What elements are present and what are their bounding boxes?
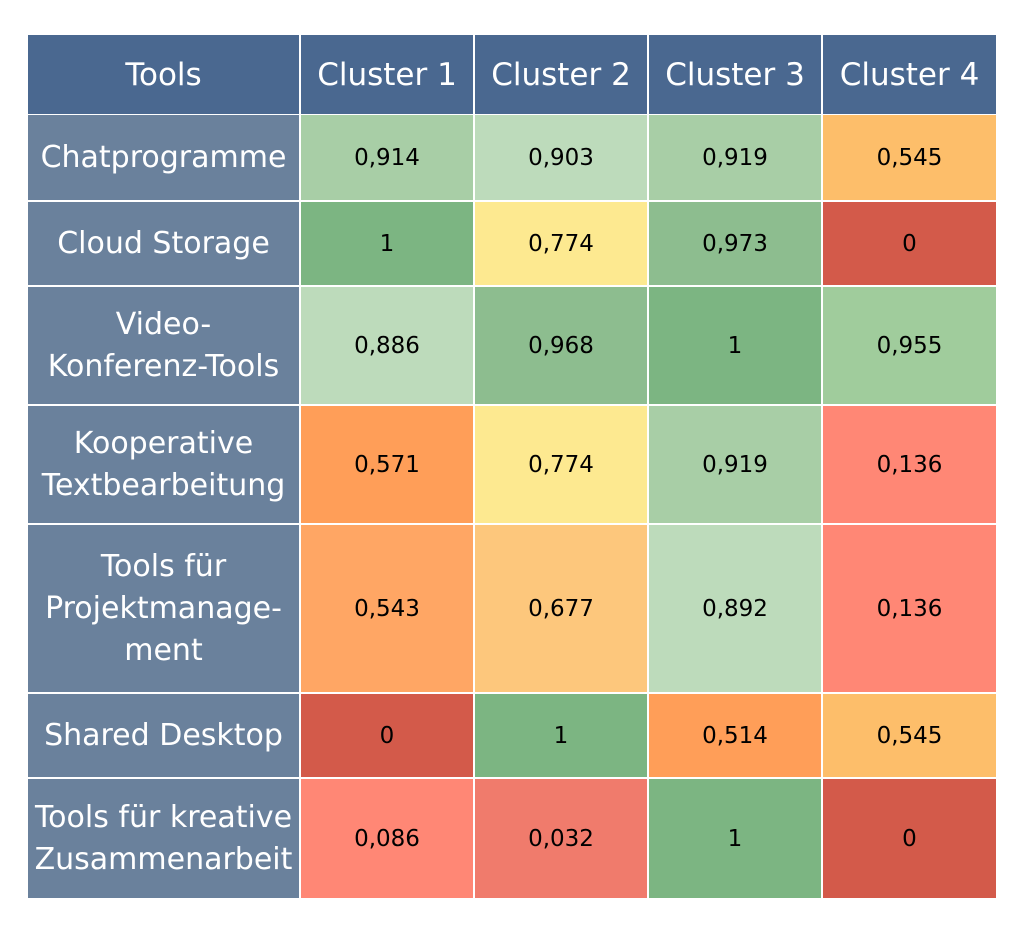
- header-tools: Tools: [28, 35, 299, 114]
- row-label: Tools für kreative Zusammenarbeit: [28, 779, 299, 898]
- heatmap-cell: 0: [823, 202, 996, 285]
- heatmap-cell: 1: [475, 694, 647, 777]
- header-cluster-1: Cluster 1: [301, 35, 473, 114]
- header-cluster-3: Cluster 3: [649, 35, 821, 114]
- heatmap-cell: 0,919: [649, 115, 821, 200]
- row-label: Video- Konferenz-Tools: [28, 287, 299, 404]
- heatmap-cell: 0,545: [823, 115, 996, 200]
- heatmap-cell: 0,571: [301, 406, 473, 523]
- heatmap-cell: 0: [823, 779, 996, 898]
- heatmap-cell: 0,903: [475, 115, 647, 200]
- heatmap-cell: 0,677: [475, 525, 647, 692]
- row-label: Cloud Storage: [28, 202, 299, 285]
- heatmap-cell: 0,136: [823, 406, 996, 523]
- heatmap-cell: 0,514: [649, 694, 821, 777]
- heatmap-cell: 0,968: [475, 287, 647, 404]
- row-label: Shared Desktop: [28, 694, 299, 777]
- row-label: Kooperative Textbearbeitung: [28, 406, 299, 523]
- heatmap-cell: 0,543: [301, 525, 473, 692]
- heatmap-cell: 0,774: [475, 406, 647, 523]
- heatmap-cell: 0,545: [823, 694, 996, 777]
- heatmap-cell: 0,919: [649, 406, 821, 523]
- heatmap-cell: 0,973: [649, 202, 821, 285]
- heatmap-cell: 0,136: [823, 525, 996, 692]
- heatmap-cell: 0,086: [301, 779, 473, 898]
- heatmap-cell: 1: [649, 287, 821, 404]
- heatmap-cell: 1: [301, 202, 473, 285]
- heatmap-cell: 0,955: [823, 287, 996, 404]
- header-cluster-4: Cluster 4: [823, 35, 996, 114]
- heatmap-cell: 0,774: [475, 202, 647, 285]
- heatmap-cell: 0: [301, 694, 473, 777]
- row-label: Tools für Projektmanage- ment: [28, 525, 299, 692]
- heatmap-cell: 1: [649, 779, 821, 898]
- heatmap-cell: 0,032: [475, 779, 647, 898]
- header-cluster-2: Cluster 2: [475, 35, 647, 114]
- heatmap-cell: 0,892: [649, 525, 821, 692]
- row-label: Chatprogramme: [28, 115, 299, 200]
- heatmap-cell: 0,914: [301, 115, 473, 200]
- heatmap-cell: 0,886: [301, 287, 473, 404]
